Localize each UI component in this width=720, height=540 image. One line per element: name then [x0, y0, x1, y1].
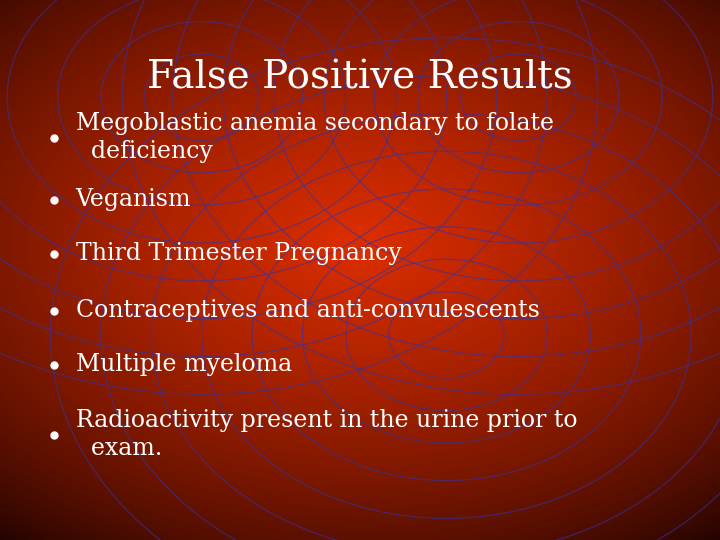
- Text: False Positive Results: False Positive Results: [147, 60, 573, 97]
- Text: Veganism: Veganism: [76, 188, 191, 211]
- Text: Multiple myeloma: Multiple myeloma: [76, 353, 292, 376]
- Text: Contraceptives and anti-convulescents: Contraceptives and anti-convulescents: [76, 299, 539, 322]
- Text: Third Trimester Pregnancy: Third Trimester Pregnancy: [76, 242, 401, 265]
- Text: Radioactivity present in the urine prior to
  exam.: Radioactivity present in the urine prior…: [76, 409, 577, 461]
- Text: Megoblastic anemia secondary to folate
  deficiency: Megoblastic anemia secondary to folate d…: [76, 112, 554, 164]
